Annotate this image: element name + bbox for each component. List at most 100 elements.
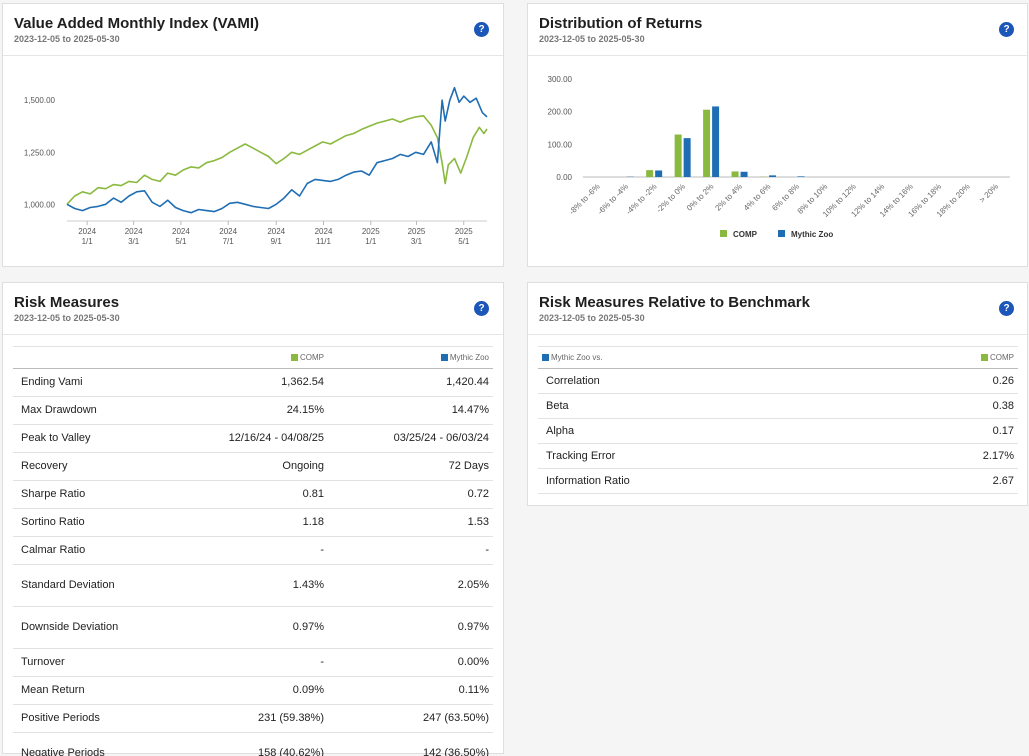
relative-row-value: 0.17 — [868, 418, 1018, 444]
table-row: Negative Periods 158 (40.62%) 142 (36.50%) — [13, 732, 493, 756]
table-row: Recovery Ongoing 72 Days — [13, 452, 493, 481]
risk-table: COMP Mythic Zoo Ending Vami 1,362.54 1,420… — [13, 346, 493, 756]
risk-row-mythic-value: 0.11% — [328, 676, 493, 705]
distribution-help-icon[interactable]: ? — [999, 22, 1014, 37]
relative-row-label: Beta — [538, 393, 869, 419]
mythic-swatch-icon — [542, 354, 549, 361]
risk-row-mythic-value: 72 Days — [328, 452, 493, 481]
series-line-comp — [66, 115, 488, 205]
distribution-title: Distribution of Returns — [539, 15, 703, 32]
table-row: Positive Periods 231 (59.38%) 247 (63.50%) — [13, 704, 493, 733]
risk-date-range: 2023-12-05 to 2025-05-30 — [14, 313, 120, 323]
table-row: Peak to Valley 12/16/24 - 04/08/25 03/25/2… — [13, 424, 493, 453]
bar-comp — [731, 171, 739, 177]
risk-row-label: Standard Deviation — [13, 564, 163, 607]
x-tick-label: 2025 — [362, 227, 380, 236]
bar-mythic-zoo — [797, 176, 805, 177]
x-tick-label: 5/1 — [175, 237, 187, 246]
table-row: Mean Return 0.09% 0.11% — [13, 676, 493, 705]
vami-title: Value Added Monthly Index (VAMI) — [14, 15, 260, 32]
risk-row-mythic-value: 1.53 — [328, 508, 493, 537]
risk-row-label: Sharpe Ratio — [13, 480, 163, 509]
y-tick-label: 1,000.00 — [24, 200, 56, 209]
risk-row-label: Recovery — [13, 452, 163, 481]
table-row: Calmar Ratio - - — [13, 536, 493, 565]
relative-help-icon[interactable]: ? — [999, 301, 1014, 316]
x-tick-label: 2024 — [219, 227, 237, 236]
x-tick-label: 11/1 — [316, 237, 332, 246]
relative-header: Risk Measures Relative to Benchmark 2023… — [528, 283, 1027, 335]
risk-title: Risk Measures — [14, 294, 120, 311]
bar-comp — [703, 109, 711, 177]
risk-row-comp-value: 12/16/24 - 04/08/25 — [163, 424, 328, 453]
x-tick-label: -4% to -2% — [624, 182, 658, 216]
risk-row-comp-value: 0.81 — [163, 480, 328, 509]
risk-row-comp-value: 231 (59.38%) — [163, 704, 328, 733]
x-tick-label: 2% to 4% — [713, 182, 744, 213]
relative-risk-panel: Risk Measures Relative to Benchmark 2023… — [527, 282, 1028, 506]
y-tick-label: 300.00 — [548, 75, 573, 84]
risk-row-comp-value: - — [163, 536, 328, 565]
x-tick-label: 5/1 — [458, 237, 470, 246]
y-tick-label: 0.00 — [556, 173, 572, 182]
risk-measures-panel: Risk Measures 2023-12-05 to 2025-05-30 ?… — [2, 282, 504, 756]
legend-swatch-icon — [778, 230, 785, 237]
risk-row-label: Downside Deviation — [13, 606, 163, 649]
risk-header: Risk Measures 2023-12-05 to 2025-05-30 ? — [3, 283, 503, 335]
x-tick-label: 2025 — [408, 227, 426, 236]
legend-swatch-icon — [720, 230, 727, 237]
vami-date-range: 2023-12-05 to 2025-05-30 — [14, 34, 120, 44]
risk-table-header: COMP Mythic Zoo — [13, 346, 493, 369]
risk-col-mythic[interactable]: Mythic Zoo — [328, 346, 493, 369]
y-tick-label: 1,500.00 — [24, 96, 56, 105]
risk-row-label: Positive Periods — [13, 704, 163, 733]
bar-mythic-zoo — [655, 170, 663, 177]
table-row: Standard Deviation 1.43% 2.05% — [13, 564, 493, 607]
y-tick-label: 200.00 — [548, 108, 573, 117]
relative-col-left: Mythic Zoo vs. — [538, 346, 869, 369]
table-row: Downside Deviation 0.97% 0.97% — [13, 606, 493, 649]
risk-row-mythic-value: 1,420.44 — [328, 368, 493, 397]
x-tick-label: > 20% — [978, 182, 1001, 205]
risk-row-label: Turnover — [13, 648, 163, 677]
table-row: Beta 0.38 — [538, 393, 1018, 419]
distribution-panel: Distribution of Returns 2023-12-05 to 20… — [527, 3, 1028, 267]
risk-row-comp-value: 1.43% — [163, 564, 328, 607]
x-tick-label: 1/1 — [365, 237, 377, 246]
relative-row-value: 0.38 — [868, 393, 1018, 419]
risk-row-comp-value: Ongoing — [163, 452, 328, 481]
risk-row-mythic-value: 03/25/24 - 06/03/24 — [328, 424, 493, 453]
risk-row-comp-value: 1.18 — [163, 508, 328, 537]
x-tick-label: 2024 — [125, 227, 143, 236]
risk-row-comp-value: 24.15% — [163, 396, 328, 425]
x-tick-label: 3/1 — [128, 237, 140, 246]
risk-help-icon[interactable]: ? — [474, 301, 489, 316]
relative-row-label: Information Ratio — [538, 468, 869, 494]
risk-row-label: Max Drawdown — [13, 396, 163, 425]
risk-row-label: Negative Periods — [13, 732, 163, 756]
relative-title: Risk Measures Relative to Benchmark — [539, 294, 810, 311]
relative-col-right: COMP — [868, 346, 1018, 369]
relative-row-label: Alpha — [538, 418, 869, 444]
legend-label: COMP — [733, 230, 758, 239]
risk-row-mythic-value: 2.05% — [328, 564, 493, 607]
risk-col-comp[interactable]: COMP — [163, 346, 328, 369]
x-tick-label: 1/1 — [82, 237, 94, 246]
x-tick-label: 9/1 — [271, 237, 283, 246]
risk-row-mythic-value: 142 (36.50%) — [328, 732, 493, 756]
risk-row-comp-value: 158 (40.62%) — [163, 732, 328, 756]
x-tick-label: 2024 — [78, 227, 96, 236]
series-line-mythic-zoo — [66, 86, 488, 214]
risk-row-mythic-value: 0.00% — [328, 648, 493, 677]
risk-row-comp-value: - — [163, 648, 328, 677]
x-tick-label: 0% to 2% — [685, 182, 716, 213]
bar-mythic-zoo — [740, 171, 748, 177]
distribution-date-range: 2023-12-05 to 2025-05-30 — [539, 34, 645, 44]
legend-label: Mythic Zoo — [791, 230, 833, 239]
table-row: Alpha 0.17 — [538, 418, 1018, 444]
x-tick-label: 2024 — [315, 227, 333, 236]
risk-row-comp-value: 1,362.54 — [163, 368, 328, 397]
relative-date-range: 2023-12-05 to 2025-05-30 — [539, 313, 645, 323]
y-tick-label: 100.00 — [548, 140, 573, 149]
vami-help-icon[interactable]: ? — [474, 22, 489, 37]
